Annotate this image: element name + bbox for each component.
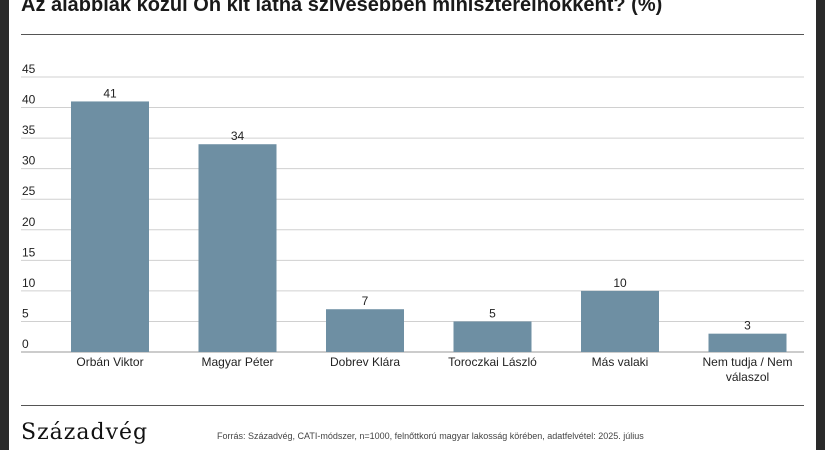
bottom-divider [21, 405, 804, 406]
bar [453, 321, 532, 352]
chart-title: Az alábbiak közül Ön kit látna szívesebb… [21, 0, 663, 16]
bar [198, 144, 277, 352]
bar [581, 290, 659, 352]
y-tick-label: 30 [22, 154, 36, 168]
bar [71, 101, 149, 352]
top-divider [21, 34, 804, 35]
y-tick-label: 0 [22, 337, 29, 351]
y-tick-label: 10 [22, 276, 36, 290]
bar [708, 333, 787, 352]
data-label: 5 [489, 306, 496, 320]
data-label: 34 [231, 129, 245, 143]
y-tick-label: 35 [22, 123, 36, 137]
y-tick-label: 25 [22, 184, 36, 198]
y-tick-label: 20 [22, 215, 36, 229]
data-label: 7 [362, 294, 369, 308]
x-tick-label: Toroczkai László [448, 355, 537, 369]
y-tick-label: 45 [22, 62, 36, 76]
data-label: 3 [744, 319, 751, 333]
data-label: 10 [613, 276, 627, 290]
bar [326, 309, 404, 352]
y-tick-label: 5 [22, 306, 29, 320]
y-tick-label: 15 [22, 245, 36, 259]
x-tick-label: Nem tudja / Nem [702, 355, 792, 369]
x-tick-label: Orbán Viktor [76, 355, 143, 369]
data-label: 41 [103, 86, 117, 100]
y-tick-label: 40 [22, 93, 36, 107]
x-tick-label: Dobrev Klára [330, 355, 400, 369]
source-note: Forrás: Századvég, CATI-módszer, n=1000,… [217, 431, 644, 441]
x-tick-label: válaszol [726, 370, 769, 384]
x-tick-label: Magyar Péter [201, 355, 273, 369]
chart-card: Az alábbiak közül Ön kit látna szívesebb… [9, 0, 816, 450]
brand-logo: Századvég [21, 420, 149, 445]
x-tick-label: Más valaki [592, 355, 649, 369]
